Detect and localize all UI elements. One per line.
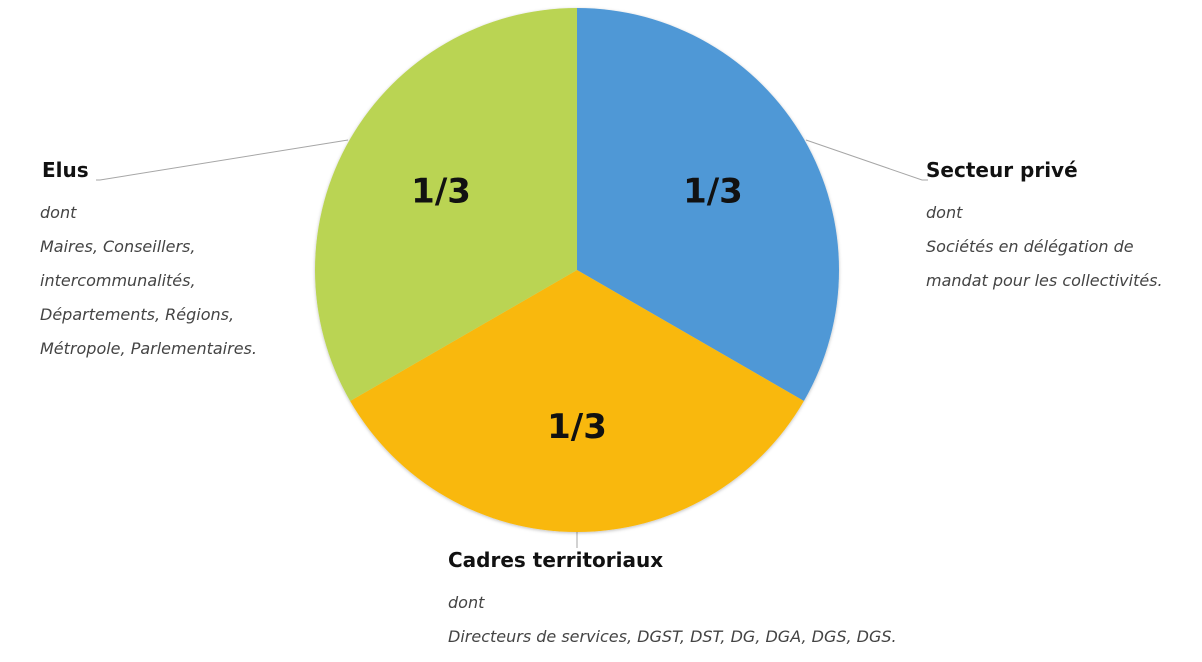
legend-detail-line: mandat pour les collectivités. [926,271,1163,290]
legend-detail-line: Départements, Régions, [40,305,235,324]
legend-secteur-prive: Secteur privé dont Sociétés en délégatio… [926,158,1163,298]
legend-detail-line: Directeurs de services, DGST, DST, DG, D… [448,627,897,646]
slice-value-label: 1/3 [547,407,607,447]
legend-title-elus: Elus [42,158,89,182]
legend-detail-line: Métropole, Parlementaires. [40,339,257,358]
leader-line-secteur-prive [805,139,928,181]
legend-title-secteur-prive: Secteur privé [926,158,1078,182]
slice-value-label: 1/3 [411,172,471,212]
slice-value-label: 1/3 [683,172,743,212]
pie-slice-secteur-prive [577,8,839,401]
legend-elus: Elus dont Maires, Conseillers, intercomm… [40,158,257,366]
legend-detail-line: Maires, Conseillers, [40,237,196,256]
legend-cadres-territoriaux: Cadres territoriaux dont Directeurs de s… [448,548,897,654]
legend-detail-line: dont [40,203,77,222]
pie-slice-cadres-territoriaux [350,270,804,532]
legend-detail-line: Sociétés en délégation de [926,237,1134,256]
legend-detail-line: intercommunalités, [40,271,196,290]
leader-line-elus [96,139,349,181]
legend-title-cadres-territoriaux: Cadres territoriaux [448,548,664,572]
leader-lines [96,139,928,548]
legend-detail-line: dont [448,593,485,612]
pie-slice-elus [315,8,577,401]
legend-detail-line: dont [926,203,963,222]
